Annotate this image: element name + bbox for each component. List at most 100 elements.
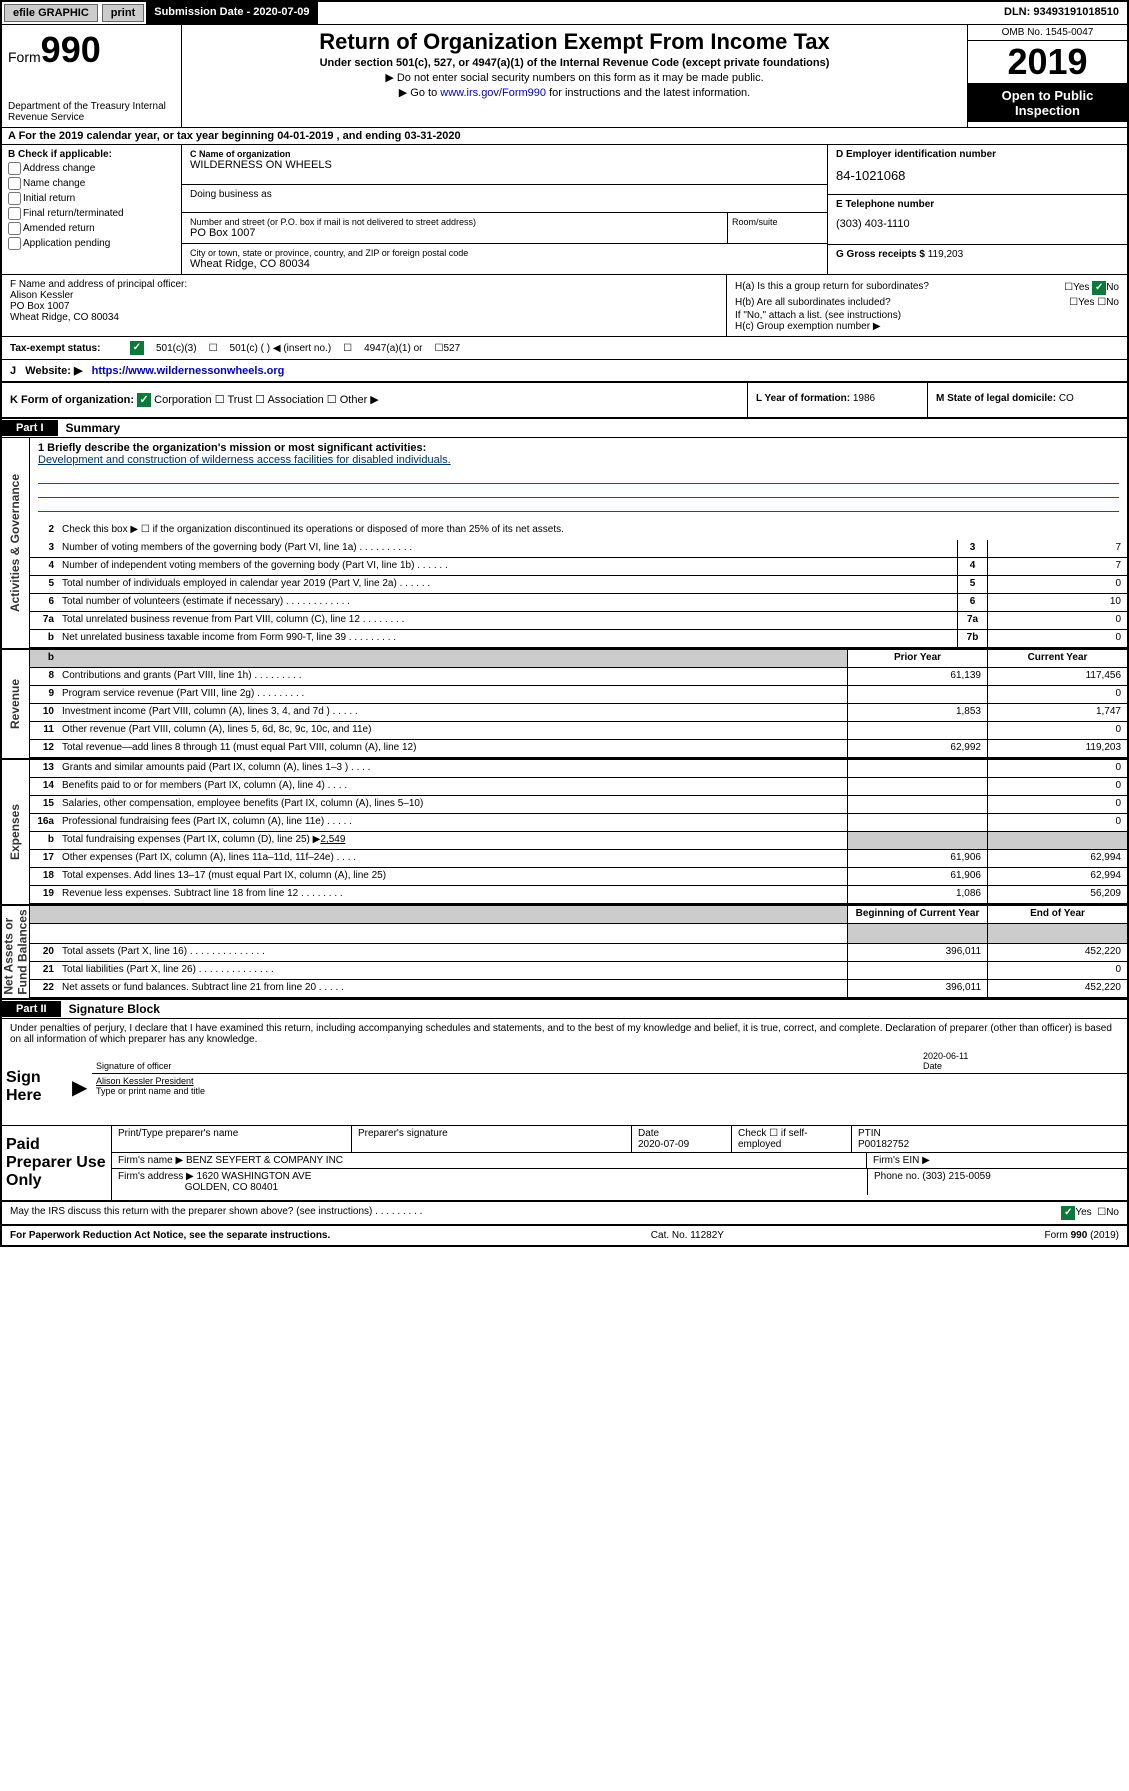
officer-group-row: F Name and address of principal officer:… (2, 275, 1127, 337)
year-formation: 1986 (853, 393, 875, 404)
line-22: Net assets or fund balances. Subtract li… (58, 980, 847, 997)
address-change-checkbox[interactable] (8, 162, 21, 175)
checkmark-icon: ✓ (137, 393, 151, 407)
irs-link[interactable]: www.irs.gov/Form990 (440, 87, 546, 99)
officer-signature: Alison Kessler President (96, 1076, 194, 1086)
checkmark-icon: ✓ (1061, 1206, 1075, 1220)
line-16b: Total fundraising expenses (Part IX, col… (58, 832, 847, 849)
final-return-checkbox[interactable] (8, 207, 21, 220)
line-3-value: 7 (987, 540, 1127, 557)
footer: For Paperwork Reduction Act Notice, see … (2, 1226, 1127, 1245)
activities-governance-label: Activities & Governance (2, 438, 30, 648)
officer-name: Alison Kessler (10, 290, 718, 301)
line-20: Total assets (Part X, line 16) . . . . .… (58, 944, 847, 961)
city-label: City or town, state or province, country… (190, 248, 819, 258)
hb-note: If "No," attach a list. (see instruction… (735, 310, 1119, 321)
org-city: Wheat Ridge, CO 80034 (190, 258, 819, 270)
line-12: Total revenue—add lines 8 through 11 (mu… (58, 740, 847, 757)
arrow-icon: ▶ (72, 1049, 92, 1125)
dba-label: Doing business as (182, 185, 827, 213)
application-pending-checkbox[interactable] (8, 237, 21, 250)
part2-header: Part II Signature Block (2, 1000, 1127, 1019)
checkmark-icon: ✓ (1092, 281, 1106, 295)
gross-value: 119,203 (928, 249, 963, 260)
line-9: Program service revenue (Part VIII, line… (58, 686, 847, 703)
addr-label: Number and street (or P.O. box if mail i… (190, 217, 719, 227)
website-link[interactable]: https://www.wildernessonwheels.org (92, 365, 285, 377)
form-subtitle: Under section 501(c), 527, or 4947(a)(1)… (190, 57, 959, 69)
state-domicile: CO (1059, 393, 1074, 404)
mission-text: Development and construction of wilderne… (38, 454, 451, 466)
line-11: Other revenue (Part VIII, column (A), li… (58, 722, 847, 739)
org-address: PO Box 1007 (190, 227, 719, 239)
top-bar: efile GRAPHIC print Submission Date - 20… (2, 2, 1127, 25)
line-7b: Net unrelated business taxable income fr… (58, 630, 957, 647)
line-8: Contributions and grants (Part VIII, lin… (58, 668, 847, 685)
section-b-label: B Check if applicable: (8, 149, 175, 160)
sign-here-section: Sign Here ▶ Signature of officer 2020-06… (2, 1049, 1127, 1126)
line-6: Total number of volunteers (estimate if … (58, 594, 957, 611)
expenses-label: Expenses (2, 760, 30, 904)
tax-year-row: A For the 2019 calendar year, or tax yea… (2, 128, 1127, 145)
beginning-year-header: Beginning of Current Year (847, 906, 987, 923)
ptin-value: P00182752 (858, 1139, 909, 1150)
website-row: J Website: ▶ https://www.wildernessonwhe… (2, 360, 1127, 383)
ssn-note: ▶ Do not enter social security numbers o… (190, 71, 959, 84)
line-15: Salaries, other compensation, employee b… (58, 796, 847, 813)
room-suite-label: Room/suite (727, 213, 827, 243)
ha-label: H(a) Is this a group return for subordin… (735, 281, 929, 295)
name-change-checkbox[interactable] (8, 177, 21, 190)
print-button[interactable]: print (102, 4, 144, 22)
paid-preparer-section: Paid Preparer Use Only Print/Type prepar… (2, 1126, 1127, 1202)
line-21: Total liabilities (Part X, line 26) . . … (58, 962, 847, 979)
line-7a: Total unrelated business revenue from Pa… (58, 612, 957, 629)
phone-value: (303) 403-1110 (836, 218, 1119, 230)
amended-return-checkbox[interactable] (8, 222, 21, 235)
officer-addr2: Wheat Ridge, CO 80034 (10, 312, 718, 323)
ein-value: 84-1021068 (836, 168, 1119, 183)
tax-year: 2019 (968, 41, 1127, 84)
line-14: Benefits paid to or for members (Part IX… (58, 778, 847, 795)
line-3: Number of voting members of the governin… (58, 540, 957, 557)
ein-label: D Employer identification number (836, 149, 1119, 160)
line-19: Revenue less expenses. Subtract line 18 … (58, 886, 847, 903)
omb-number: OMB No. 1545-0047 (968, 25, 1127, 41)
declaration-text: Under penalties of perjury, I declare th… (2, 1019, 1127, 1049)
checkmark-icon: ✓ (130, 341, 144, 355)
form-number: Form990 (8, 29, 175, 71)
preparer-date: 2020-07-09 (638, 1139, 689, 1150)
form-title: Return of Organization Exempt From Incom… (190, 29, 959, 55)
gross-label: G Gross receipts $ (836, 249, 925, 260)
dln-number: DLN: 93493191018510 (996, 2, 1127, 24)
form-990-container: efile GRAPHIC print Submission Date - 20… (0, 0, 1129, 1247)
instructions-note: ▶ Go to www.irs.gov/Form990 for instruct… (190, 86, 959, 99)
line-18: Total expenses. Add lines 13–17 (must eq… (58, 868, 847, 885)
hc-label: H(c) Group exemption number ▶ (735, 321, 1119, 332)
prior-year-header: Prior Year (847, 650, 987, 667)
line-4: Number of independent voting members of … (58, 558, 957, 575)
main-info-section: B Check if applicable: Address change Na… (2, 145, 1127, 275)
hb-label: H(b) Are all subordinates included? (735, 297, 891, 308)
dept-label: Department of the Treasury Internal Reve… (8, 101, 175, 123)
line-2: Check this box ▶ ☐ if the organization d… (58, 522, 1127, 540)
part1-header: Part I Summary (2, 419, 1127, 438)
firm-name: BENZ SEYFERT & COMPANY INC (186, 1155, 343, 1166)
end-year-header: End of Year (987, 906, 1127, 923)
current-year-header: Current Year (987, 650, 1127, 667)
line-17: Other expenses (Part IX, column (A), lin… (58, 850, 847, 867)
initial-return-checkbox[interactable] (8, 192, 21, 205)
mission-prompt: 1 Briefly describe the organization's mi… (30, 438, 1127, 470)
firm-address: 1620 WASHINGTON AVE (197, 1171, 312, 1182)
form-header: Form990 Department of the Treasury Inter… (2, 25, 1127, 128)
discuss-row: May the IRS discuss this return with the… (2, 1202, 1127, 1226)
submission-date: Submission Date - 2020-07-09 (146, 2, 317, 24)
firm-phone: (303) 215-0059 (922, 1171, 990, 1182)
revenue-label: Revenue (2, 650, 30, 758)
line-5: Total number of individuals employed in … (58, 576, 957, 593)
form-organization-row: K Form of organization: ✓ Corporation ☐ … (2, 383, 1127, 419)
efile-graphic-button[interactable]: efile GRAPHIC (4, 4, 98, 22)
officer-addr1: PO Box 1007 (10, 301, 718, 312)
line-13: Grants and similar amounts paid (Part IX… (58, 760, 847, 777)
org-name-label: C Name of organization (190, 149, 819, 159)
line-10: Investment income (Part VIII, column (A)… (58, 704, 847, 721)
